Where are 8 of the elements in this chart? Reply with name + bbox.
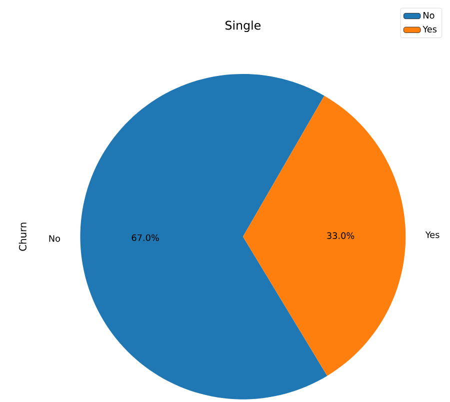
data-label: 33.0%	[327, 232, 354, 239]
legend-label: Yes	[422, 26, 437, 32]
slice-label: No	[49, 235, 60, 242]
data-label: 67.0%	[132, 234, 159, 241]
text: Single	[226, 20, 260, 32]
legend-label: No	[424, 12, 434, 18]
text: Churn	[18, 222, 26, 251]
slice-label: Yes	[425, 231, 440, 238]
